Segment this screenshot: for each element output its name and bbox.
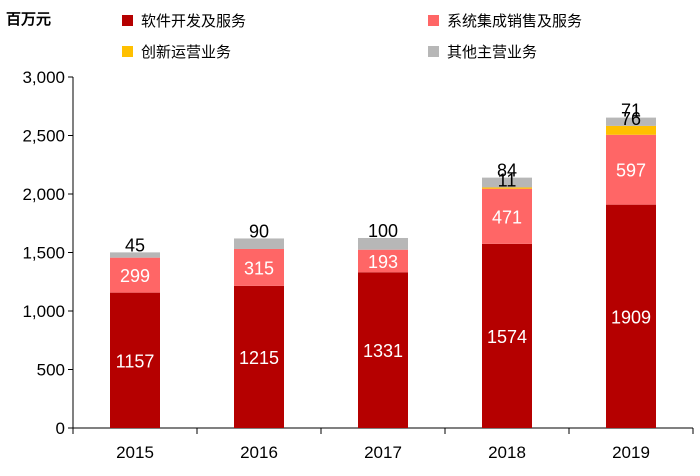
data-label: 315: [244, 258, 274, 278]
legend-swatch: [122, 15, 133, 26]
data-label: 100: [368, 221, 398, 241]
data-label: 193: [368, 252, 398, 272]
bar-segment: [358, 237, 408, 250]
bar-segment: [606, 204, 656, 428]
x-tick-label: 2017: [364, 443, 402, 462]
bar-segment: [110, 252, 160, 258]
data-label: 71: [621, 101, 641, 121]
bar-segment: [234, 248, 284, 286]
bar-segment: [110, 292, 160, 428]
data-label: 1331: [363, 341, 403, 361]
y-tick-label: 2,000: [22, 185, 65, 204]
bar-segment: [234, 285, 284, 428]
bar-segment: [606, 125, 656, 135]
legend-item-system-integration: 系统集成销售及服务: [428, 10, 582, 31]
data-label: 90: [249, 221, 269, 241]
bar-segment: [482, 243, 532, 428]
y-tick-label: 3,000: [22, 68, 65, 87]
bar-segment: [358, 272, 408, 428]
bar-segment: [234, 238, 284, 249]
legend-swatch: [122, 46, 133, 57]
x-tick-label: 2018: [488, 443, 526, 462]
y-tick-label: 1,000: [22, 302, 65, 321]
legend-label: 系统集成销售及服务: [447, 12, 583, 30]
data-label: 299: [120, 266, 150, 286]
data-label: 76: [621, 109, 641, 129]
x-tick-label: 2016: [240, 443, 278, 462]
data-label: 1215: [239, 348, 279, 368]
y-tick-label: 0: [56, 419, 65, 438]
data-label: 471: [492, 207, 522, 227]
legend-label: 其他主营业务: [447, 43, 538, 61]
bar-segment: [482, 187, 532, 189]
unit-label: 百万元: [6, 10, 52, 28]
data-label: 84: [497, 161, 517, 181]
legend-item-software: 软件开发及服务: [122, 10, 246, 31]
x-tick-label: 2015: [116, 443, 154, 462]
data-label: 1909: [611, 307, 651, 327]
legend-item-innovation-ops: 创新运营业务: [122, 41, 231, 62]
legend-swatch: [428, 15, 439, 26]
legend-item-other: 其他主营业务: [428, 41, 537, 62]
legend-label: 创新运营业务: [141, 43, 232, 61]
bar-segment: [606, 134, 656, 205]
legend-label: 软件开发及服务: [141, 12, 247, 30]
bar-segment: [110, 257, 160, 293]
data-label: 597: [616, 161, 646, 181]
legend-swatch: [428, 46, 439, 57]
data-label: 45: [125, 235, 145, 255]
data-label: 1157: [116, 351, 155, 371]
x-tick-label: 2019: [612, 443, 650, 462]
data-label: 1574: [487, 327, 527, 347]
y-tick-label: 500: [37, 361, 65, 380]
bar-segment: [482, 188, 532, 244]
data-label: 11: [498, 170, 517, 190]
y-tick-label: 2,500: [22, 127, 65, 146]
bar-segment: [482, 177, 532, 188]
y-tick-label: 1,500: [22, 244, 65, 263]
bar-segment: [606, 117, 656, 126]
bar-segment: [358, 249, 408, 273]
